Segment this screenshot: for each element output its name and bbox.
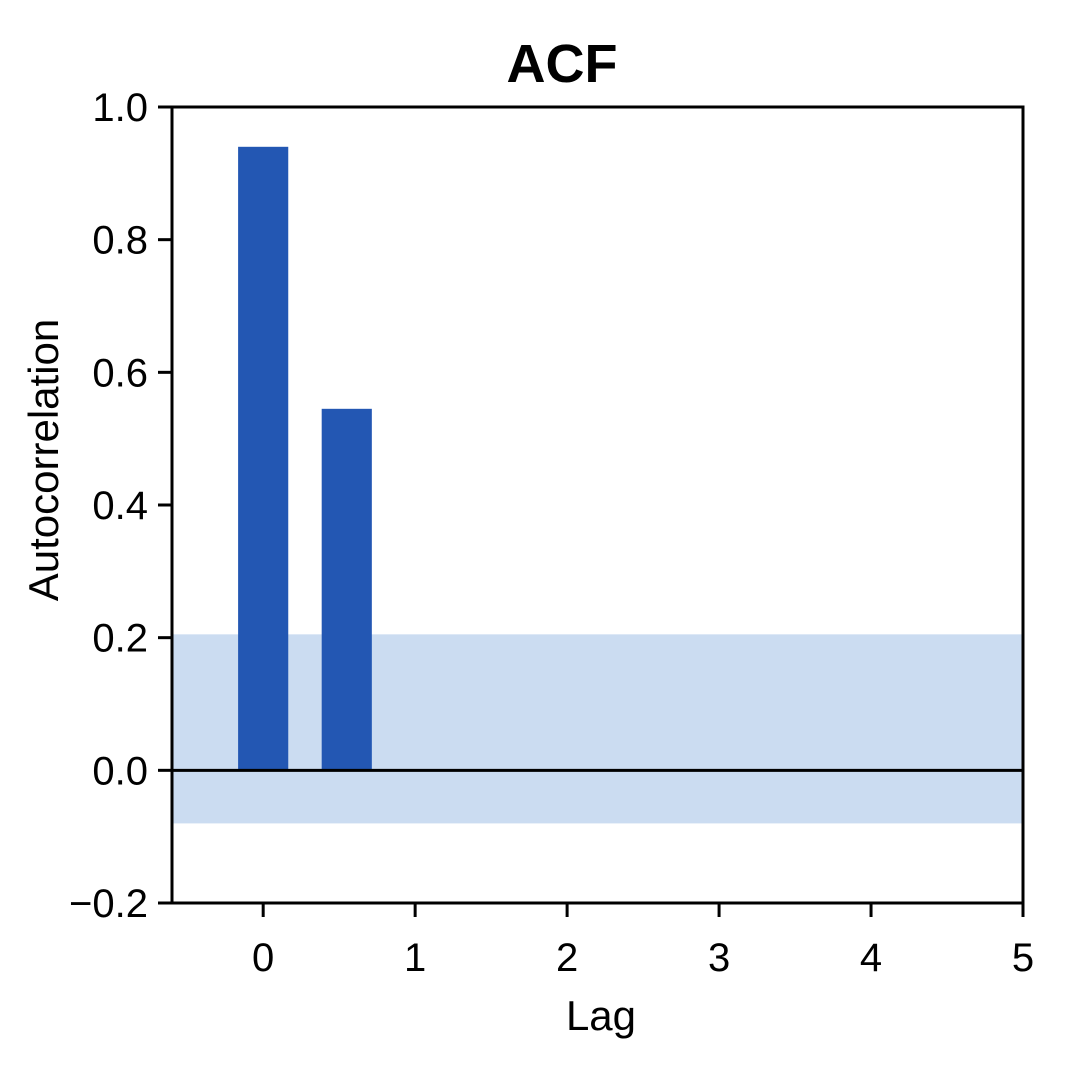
y-tick-label: 0.2 [92, 617, 148, 661]
x-tick-label: 4 [860, 936, 882, 980]
y-axis-ticks: −0.2 0.0 0.2 0.4 0.6 0.8 1.0 [69, 86, 172, 926]
confidence-band-layer [172, 634, 1023, 824]
acf-bar-1 [321, 408, 372, 771]
chart-title: ACF [507, 34, 618, 94]
y-axis-label: Autocorrelation [20, 319, 67, 602]
y-tick-label: 0.0 [92, 749, 148, 793]
x-tick-label: 5 [1012, 936, 1034, 980]
bar-layer [238, 146, 372, 771]
y-tick-label: −0.2 [69, 882, 148, 926]
y-tick-label: 0.6 [92, 351, 148, 395]
x-axis-ticks: 0 1 2 3 4 5 [252, 903, 1034, 980]
acf-bar-0 [238, 146, 289, 771]
y-tick-label: 0.8 [92, 219, 148, 263]
y-tick-label: 0.4 [92, 484, 148, 528]
x-tick-label: 0 [252, 936, 274, 980]
confidence-band [172, 634, 1023, 824]
x-tick-label: 1 [404, 936, 426, 980]
y-tick-label: 1.0 [92, 86, 148, 130]
x-tick-label: 3 [708, 936, 730, 980]
x-axis-label: Lag [566, 992, 636, 1039]
x-tick-label: 2 [556, 936, 578, 980]
